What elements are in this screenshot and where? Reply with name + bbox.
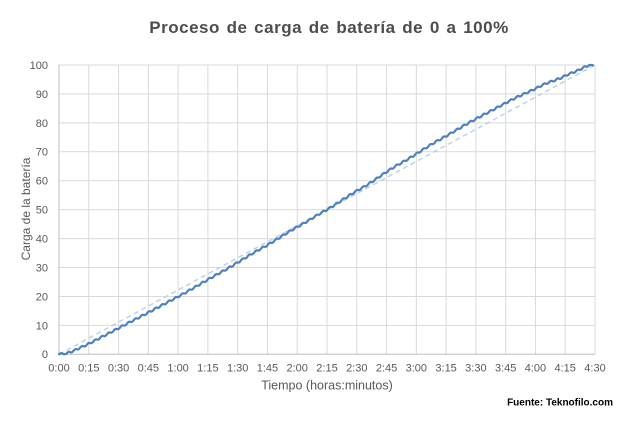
svg-text:2:15: 2:15 — [316, 363, 337, 375]
svg-text:80: 80 — [36, 118, 48, 130]
svg-text:Fuente: Teknofilo.com: Fuente: Teknofilo.com — [507, 397, 613, 408]
svg-text:2:45: 2:45 — [376, 363, 397, 375]
svg-text:4:00: 4:00 — [525, 363, 546, 375]
svg-text:60: 60 — [36, 176, 48, 188]
svg-text:3:00: 3:00 — [406, 363, 427, 375]
svg-text:70: 70 — [36, 147, 48, 159]
svg-text:20: 20 — [36, 291, 48, 303]
svg-text:Tiempo (horas:minutos): Tiempo (horas:minutos) — [261, 379, 393, 393]
svg-text:1:15: 1:15 — [197, 363, 218, 375]
svg-text:3:15: 3:15 — [435, 363, 456, 375]
svg-text:0:45: 0:45 — [138, 363, 159, 375]
svg-text:3:30: 3:30 — [465, 363, 486, 375]
svg-text:90: 90 — [36, 89, 48, 101]
svg-text:4:15: 4:15 — [555, 363, 576, 375]
svg-text:1:45: 1:45 — [257, 363, 278, 375]
svg-text:50: 50 — [36, 205, 48, 217]
svg-text:Proceso de carga de batería de: Proceso de carga de batería de 0 a 100% — [149, 18, 508, 37]
svg-text:0:15: 0:15 — [78, 363, 99, 375]
svg-text:100: 100 — [30, 60, 48, 72]
svg-text:0:00: 0:00 — [48, 363, 69, 375]
svg-text:40: 40 — [36, 233, 48, 245]
svg-text:4:30: 4:30 — [584, 363, 605, 375]
svg-text:0: 0 — [42, 349, 48, 361]
svg-text:2:30: 2:30 — [346, 363, 367, 375]
svg-text:3:45: 3:45 — [495, 363, 516, 375]
svg-text:Carga de la batería: Carga de la batería — [19, 157, 33, 260]
svg-text:1:30: 1:30 — [227, 363, 248, 375]
svg-text:30: 30 — [36, 262, 48, 274]
svg-text:10: 10 — [36, 320, 48, 332]
svg-text:0:30: 0:30 — [108, 363, 129, 375]
svg-text:2:00: 2:00 — [287, 363, 308, 375]
svg-text:1:00: 1:00 — [167, 363, 188, 375]
